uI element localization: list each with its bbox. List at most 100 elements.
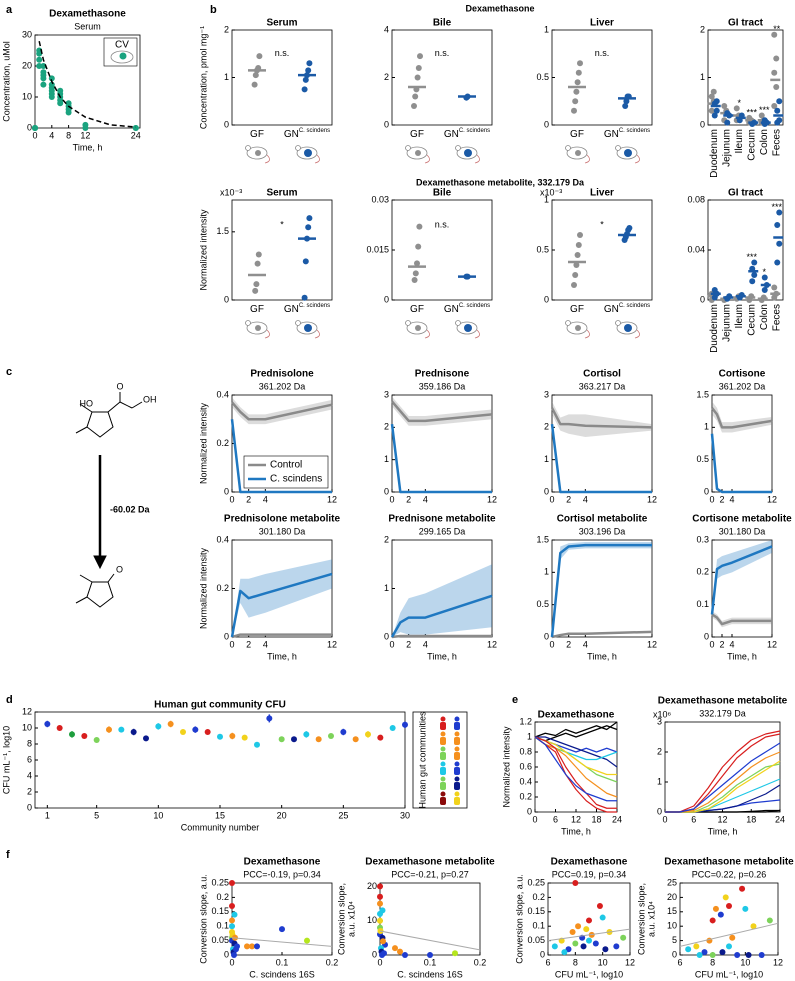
dot <box>417 53 423 60</box>
y-tick-label: 0.05 <box>211 935 229 945</box>
point <box>592 940 599 947</box>
point <box>315 736 322 743</box>
y-tick-label: 0 <box>540 949 545 959</box>
mouse-gut <box>304 149 312 157</box>
y-tick-label: 2 <box>384 422 389 432</box>
dot <box>572 272 579 278</box>
mouse-ear <box>245 145 251 151</box>
y-tick-label: 0.5 <box>536 244 549 254</box>
x-tick-label: 6 <box>545 957 550 967</box>
plot-frame <box>547 882 631 956</box>
dot <box>721 103 728 109</box>
dot <box>751 259 758 266</box>
mass-shift: -60.02 Da <box>110 504 151 514</box>
chart-subtitle: PCC=-0.19, p=0.34 <box>243 869 321 879</box>
bond <box>131 401 143 409</box>
point <box>766 917 773 924</box>
line <box>711 613 772 626</box>
category-name: GN <box>444 129 459 140</box>
point <box>613 943 620 950</box>
fit-line <box>38 41 136 128</box>
x-axis-label: Time, h <box>708 826 738 836</box>
point <box>254 943 260 950</box>
y-axis-label: CFU mL⁻¹, log10 <box>1 726 11 794</box>
dot <box>574 79 581 86</box>
point <box>40 63 47 69</box>
point <box>709 917 716 924</box>
x-tick-label: GNC. scindens <box>604 303 650 315</box>
point <box>586 937 592 944</box>
y-tick-label: 0.04 <box>687 244 705 254</box>
point <box>65 109 72 116</box>
chart-title: Dexamethasone metabolite <box>658 696 788 707</box>
point <box>57 100 64 107</box>
chart-title: Prednisolone metabolite <box>224 514 341 525</box>
legend-icon-head <box>454 746 460 752</box>
point <box>130 729 137 735</box>
significance-label: ** <box>773 24 781 34</box>
chart-title: GI tract <box>728 188 764 199</box>
y-tick-label: 1 <box>224 72 229 82</box>
dot <box>710 88 717 95</box>
x-tick-label: Duodenum <box>709 304 720 353</box>
confidence-band <box>392 396 492 426</box>
x-tick-label: 6 <box>553 814 558 824</box>
dot <box>255 251 262 258</box>
y-axis-label: a.u. x10⁴ <box>646 901 656 937</box>
plot-frame <box>391 29 493 126</box>
legend-icon-head <box>454 761 460 767</box>
y-tick-label: 2 <box>224 24 229 34</box>
y-tick-label: 1 <box>700 72 705 82</box>
y-tick-label: 6 <box>27 754 32 764</box>
legend-icon-body <box>454 722 460 730</box>
y-tick-label: 0.5 <box>696 454 709 464</box>
x-tick-label: 0.1 <box>276 957 289 967</box>
confidence-band <box>712 611 772 628</box>
legend-icon-body <box>440 767 446 775</box>
x-tick-label: 0.2 <box>474 957 487 967</box>
x-tick-label: 2 <box>406 639 411 649</box>
x-tick-label: 12 <box>625 957 635 967</box>
mouse-ear <box>455 145 461 151</box>
dot <box>252 72 259 79</box>
x-tick-label: 20 <box>277 810 287 820</box>
category-superscript: C. scindens <box>459 303 490 309</box>
x-tick-label: 2 <box>566 639 571 649</box>
y-tick-label: 0.4 <box>216 389 229 399</box>
significance-label: *** <box>771 202 782 212</box>
x-tick-label: 0 <box>389 639 394 649</box>
y-tick-label: 0 <box>27 802 32 812</box>
legend-icon-body <box>440 737 446 745</box>
bond <box>107 401 121 413</box>
dot <box>306 215 313 222</box>
plot-frame <box>379 882 481 956</box>
point <box>380 938 386 945</box>
x-tick-label: 12 <box>327 494 337 504</box>
y-axis-label: Conversion slope, <box>636 883 646 955</box>
category-name: GF <box>250 129 264 140</box>
x-tick-label: Ileum <box>734 304 745 328</box>
y-tick-label: 0.1 <box>696 599 709 609</box>
mouse-tail <box>584 329 590 339</box>
category-superscript: C. scindens <box>619 128 650 134</box>
y-tick-label: 0.2 <box>696 567 709 577</box>
line <box>665 784 781 813</box>
legend-icon-head <box>440 731 446 737</box>
bond <box>119 401 133 409</box>
x-tick-label: 2 <box>566 494 571 504</box>
dot <box>708 107 715 114</box>
line <box>534 736 618 798</box>
line <box>390 594 493 638</box>
y-tick-label: 0.1 <box>532 921 545 931</box>
category-superscript: C. scindens <box>619 303 650 309</box>
dot <box>415 243 422 250</box>
significance-label: * <box>762 267 766 277</box>
point <box>229 917 235 924</box>
chart-title: Liver <box>590 188 614 199</box>
x-tick-label: Colon <box>759 129 770 155</box>
x-tick-label: 12 <box>487 639 497 649</box>
dot <box>774 107 781 114</box>
y-tick-label: 0 <box>700 119 705 129</box>
y-tick-label: 0.2 <box>216 892 229 902</box>
legend-icon-body <box>454 737 460 745</box>
